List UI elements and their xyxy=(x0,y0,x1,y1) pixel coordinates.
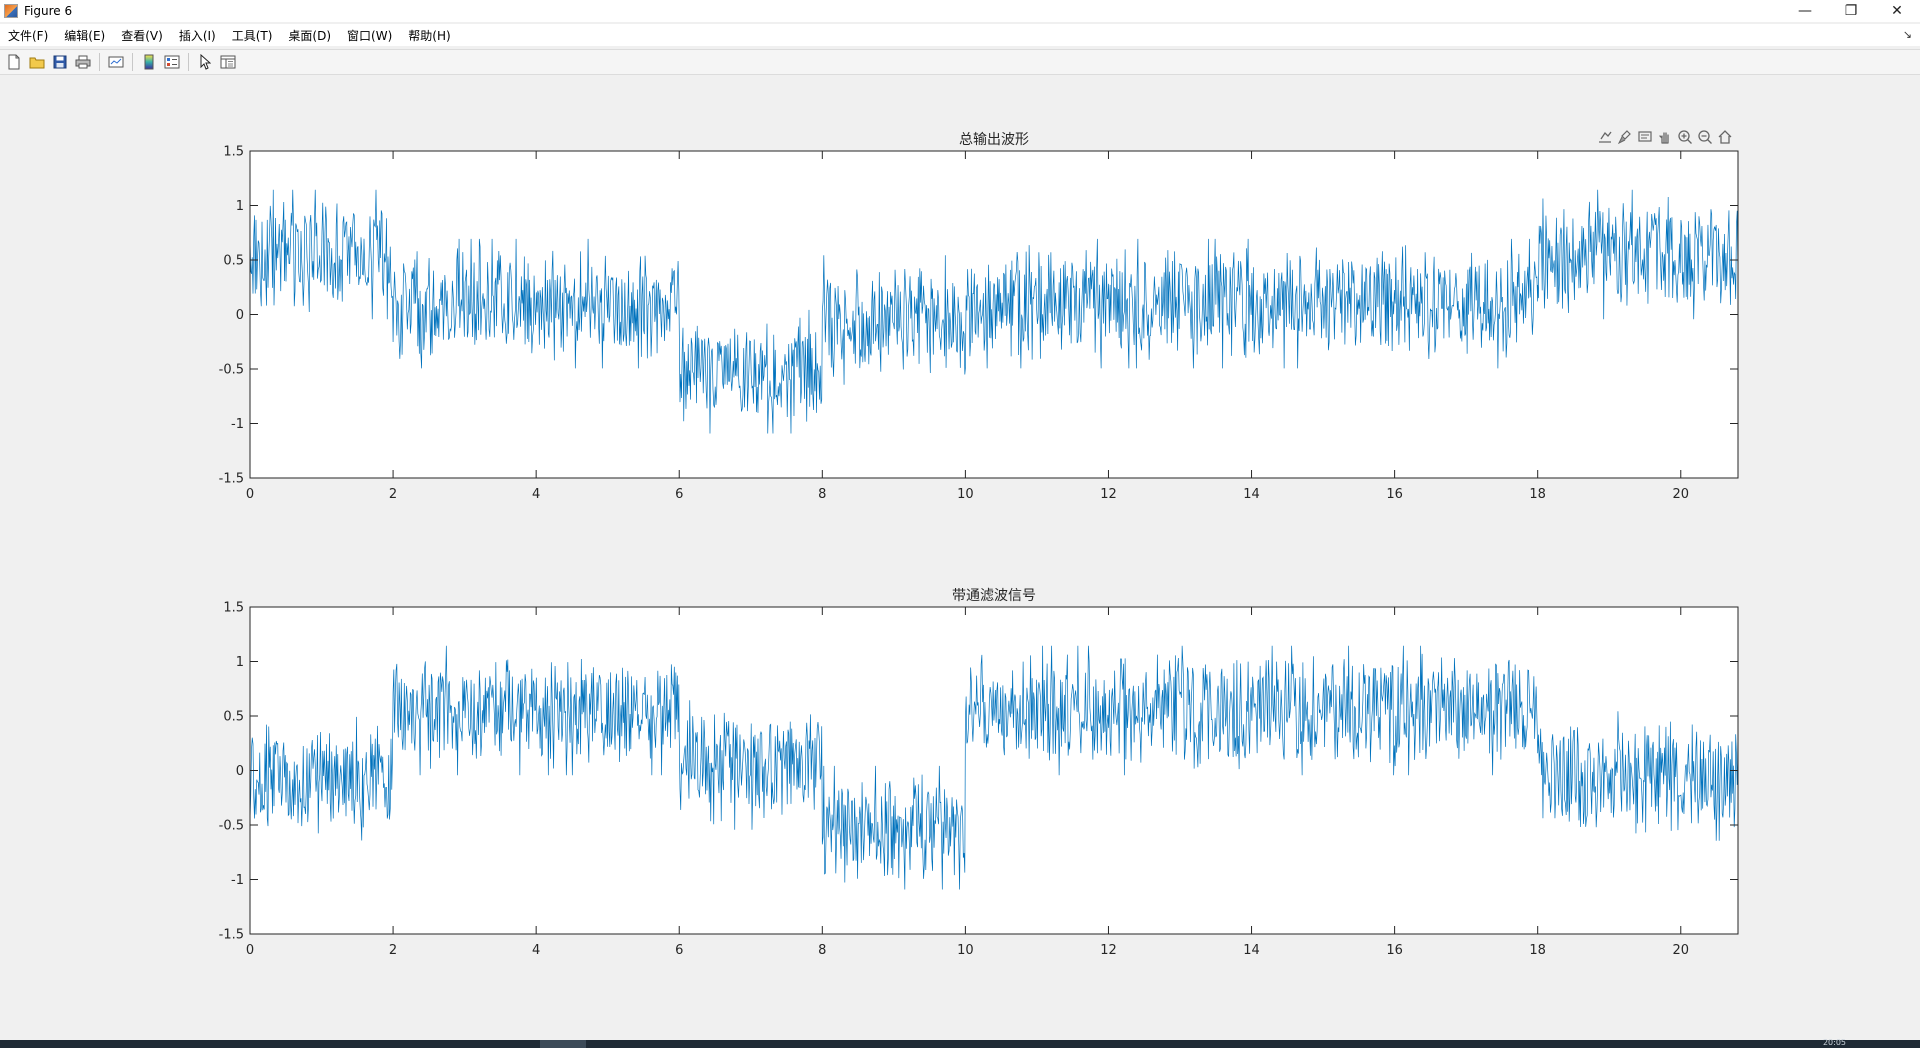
x-tick-label: 4 xyxy=(532,943,540,958)
axes-toolbar xyxy=(1596,128,1733,145)
menu-file[interactable]: 文件(F) xyxy=(8,28,49,43)
data-tips-icon[interactable] xyxy=(1636,128,1653,145)
colorbar-icon[interactable] xyxy=(139,52,159,72)
x-tick-label: 0 xyxy=(246,487,254,502)
y-tick-label: 1 xyxy=(236,199,244,214)
window-title: Figure 6 xyxy=(24,4,73,18)
matlab-app-icon xyxy=(4,4,18,18)
x-tick-label: 14 xyxy=(1243,487,1260,502)
menu-help[interactable]: 帮助(H) xyxy=(408,28,451,43)
y-tick-label: -1 xyxy=(231,417,244,432)
y-tick-label: 1 xyxy=(236,655,244,670)
link-plot-icon[interactable] xyxy=(106,52,126,72)
home-icon[interactable] xyxy=(1716,128,1733,145)
x-tick-label: 6 xyxy=(675,943,683,958)
os-taskbar: 20:05 xyxy=(0,1038,1920,1048)
toolbar-separator xyxy=(188,53,189,71)
x-tick-label: 16 xyxy=(1386,487,1403,502)
y-tick-label: -0.5 xyxy=(219,819,244,834)
x-tick-label: 2 xyxy=(389,487,397,502)
property-inspector-icon[interactable] xyxy=(218,52,238,72)
x-tick-label: 0 xyxy=(246,943,254,958)
menu-edit[interactable]: 编辑(E) xyxy=(64,28,106,43)
x-tick-label: 6 xyxy=(675,487,683,502)
axes-background xyxy=(250,607,1738,934)
x-tick-label: 10 xyxy=(957,943,974,958)
menu-insert[interactable]: 插入(I) xyxy=(178,28,216,43)
x-tick-label: 12 xyxy=(1100,943,1117,958)
y-tick-label: 0 xyxy=(236,308,244,323)
figure-canvas: 0 2 4 6 8 10 12 14 16 18 20 -1.5 -1 -0.5 0 0.5 1 1.5 总输出波形… xyxy=(0,76,1920,1040)
menu-view[interactable]: 查看(V) xyxy=(121,28,163,43)
x-tick-label: 18 xyxy=(1529,487,1546,502)
dock-arrow-icon[interactable]: ↘ xyxy=(1902,28,1912,41)
x-tick-label: 18 xyxy=(1529,943,1546,958)
menu-bar: 文件(F) 编辑(E) 查看(V) 插入(I) 工具(T) 桌面(D) 窗口(W… xyxy=(0,24,1920,46)
y-tick-label: -0.5 xyxy=(219,363,244,378)
open-file-icon[interactable] xyxy=(27,52,47,72)
window-titlebar: Figure 6 — ❐ ✕ xyxy=(0,0,1920,22)
x-tick-label: 14 xyxy=(1243,943,1260,958)
print-icon[interactable] xyxy=(73,52,93,72)
toolbar-separator xyxy=(99,53,100,71)
zoom-in-icon[interactable] xyxy=(1676,128,1693,145)
axes-1[interactable]: 0 2 4 6 8 10 12 14 16 18 20 -1.5 -1 -0.5 0 0.5 1 1.5 总输出波形 xyxy=(219,132,1739,502)
x-tick-label: 20 xyxy=(1672,943,1689,958)
axes-2[interactable]: 0 2 4 6 8 10 12 14 16 18 20 -1.5 -1 -0.5 0 0.5 1 1.5 带通滤波信… xyxy=(219,588,1739,958)
taskbar-app-button[interactable] xyxy=(540,1040,586,1048)
plot-svg[interactable]: 0 2 4 6 8 10 12 14 16 18 20-1.5-1-0.500.511.5总输出波形… xyxy=(0,76,1920,1040)
x-tick-label: 8 xyxy=(818,487,826,502)
y-tick-label: -1 xyxy=(231,873,244,888)
pan-icon[interactable] xyxy=(1656,128,1673,145)
minimize-button[interactable]: — xyxy=(1798,3,1812,19)
y-tick-label: 1.5 xyxy=(223,601,244,616)
y-tick-label: 0.5 xyxy=(223,710,244,725)
x-tick-label: 2 xyxy=(389,943,397,958)
y-tick-label: -1.5 xyxy=(219,928,244,943)
x-tick-label: 10 xyxy=(957,487,974,502)
brush-icon[interactable] xyxy=(1616,128,1633,145)
menu-desktop[interactable]: 桌面(D) xyxy=(288,28,332,43)
window-controls: — ❐ ✕ xyxy=(1782,0,1920,22)
signal-line xyxy=(249,645,1739,890)
figure-toolbar xyxy=(0,49,1920,75)
chart-title: 总输出波形 xyxy=(959,132,1029,148)
y-tick-label: 1.5 xyxy=(223,145,244,160)
x-tick-label: 4 xyxy=(532,487,540,502)
x-tick-label: 12 xyxy=(1100,487,1117,502)
toolbar-separator xyxy=(132,53,133,71)
edit-plot-icon[interactable] xyxy=(195,52,215,72)
x-tick-label: 16 xyxy=(1386,943,1403,958)
x-tick-label: 20 xyxy=(1672,487,1689,502)
close-button[interactable]: ✕ xyxy=(1891,3,1903,19)
new-figure-icon[interactable] xyxy=(4,52,24,72)
taskbar-clock: 20:05 xyxy=(1822,1038,1846,1047)
menu-window[interactable]: 窗口(W) xyxy=(347,28,393,43)
y-tick-label: -1.5 xyxy=(219,472,244,487)
x-tick-label: 8 xyxy=(818,943,826,958)
y-tick-label: 0.5 xyxy=(223,254,244,269)
menu-tools[interactable]: 工具(T) xyxy=(231,28,273,43)
chart-title: 带通滤波信号 xyxy=(952,588,1036,604)
legend-icon[interactable] xyxy=(162,52,182,72)
signal-line xyxy=(249,189,1739,434)
y-tick-label: 0 xyxy=(236,764,244,779)
restore-button[interactable]: ❐ xyxy=(1844,3,1858,19)
save-icon[interactable] xyxy=(50,52,70,72)
zoom-out-icon[interactable] xyxy=(1696,128,1713,145)
export-icon[interactable] xyxy=(1596,128,1613,145)
